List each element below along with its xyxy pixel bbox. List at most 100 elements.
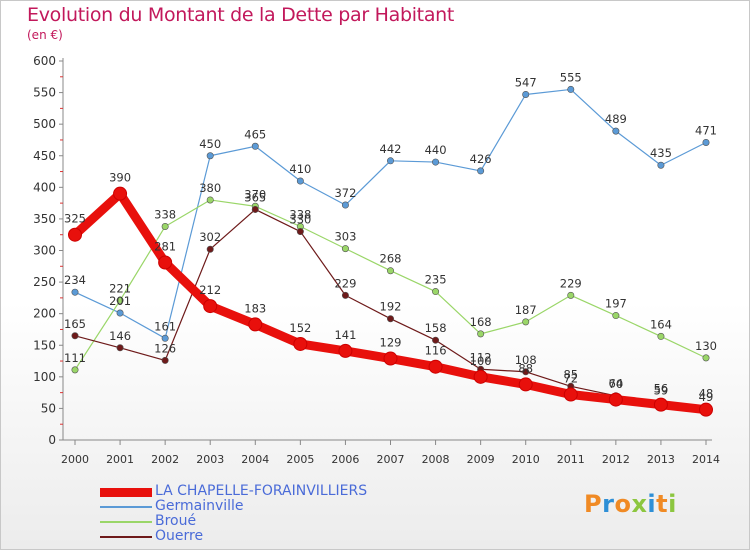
data-label: 268 (380, 252, 402, 266)
data-label: 302 (199, 230, 221, 244)
data-label: 410 (289, 162, 311, 176)
data-point (383, 351, 398, 366)
y-tick-label: 100 (33, 370, 56, 384)
data-label: 442 (380, 142, 402, 156)
data-point (702, 354, 710, 362)
data-label: 380 (199, 181, 221, 195)
data-label: 164 (650, 317, 672, 331)
data-label: 158 (425, 321, 447, 335)
data-point (522, 90, 530, 98)
data-label: 129 (380, 336, 402, 350)
x-tick-label: 2007 (377, 453, 405, 466)
y-tick-label: 150 (33, 338, 56, 352)
data-point (522, 318, 530, 326)
data-label: 235 (425, 273, 447, 287)
data-label: 303 (334, 230, 356, 244)
data-label: 165 (64, 317, 86, 331)
data-point (161, 356, 169, 364)
data-point (386, 315, 394, 323)
data-point (477, 167, 485, 175)
data-label: 555 (560, 70, 582, 84)
y-tick-label: 600 (33, 54, 56, 68)
data-point (699, 402, 713, 417)
data-point (341, 291, 349, 299)
data-label: 201 (109, 294, 131, 308)
y-tick-label: 250 (33, 275, 56, 289)
y-tick-label: 0 (48, 433, 56, 447)
logo-letter: P (584, 490, 603, 518)
data-label: 325 (64, 212, 86, 226)
data-point (567, 85, 575, 93)
x-tick-label: 2009 (467, 453, 495, 466)
data-point (296, 228, 304, 236)
legend-label: Broué (155, 513, 197, 529)
data-point (296, 177, 304, 185)
chart-title: Evolution du Montant de la Dette par Hab… (27, 4, 455, 26)
chart-axes: 0 50 100 150 200 250 300 350 400 450 500 550 600 2000… (33, 54, 720, 466)
data-point (293, 336, 308, 351)
y-tick-label: 300 (33, 244, 56, 258)
data-point (338, 343, 353, 358)
data-label: 88 (518, 361, 533, 375)
data-point (432, 288, 440, 296)
data-label: 64 (609, 377, 624, 391)
data-label: 116 (425, 344, 447, 358)
data-point (251, 205, 259, 213)
data-label: 192 (380, 300, 402, 314)
data-point (116, 344, 124, 352)
data-label: 126 (154, 341, 176, 355)
data-label: 112 (470, 350, 492, 364)
series-layer (68, 85, 713, 417)
data-label: 489 (605, 112, 627, 126)
data-point (71, 288, 79, 296)
data-point (68, 227, 82, 242)
data-label: 72 (563, 372, 578, 386)
y-tick-label: 50 (41, 401, 56, 415)
y-tick-label: 550 (33, 86, 56, 100)
data-point (248, 317, 263, 332)
data-point (161, 334, 169, 342)
logo-letter: r (602, 490, 615, 518)
data-label: 152 (289, 321, 311, 335)
data-point (206, 196, 214, 204)
x-tick-label: 2008 (422, 453, 450, 466)
data-point (563, 387, 578, 402)
data-point (386, 157, 394, 165)
legend-label: LA CHAPELLE-FORAINVILLIERS (155, 483, 368, 499)
data-label: 141 (334, 328, 356, 342)
legend-label: Germainville (155, 498, 244, 514)
data-label: 146 (109, 329, 131, 343)
data-label: 197 (605, 297, 627, 311)
data-label: 435 (650, 146, 672, 160)
data-label: 338 (289, 207, 311, 221)
x-tick-label: 2001 (106, 453, 134, 466)
data-point (432, 158, 440, 166)
data-point (206, 152, 214, 160)
data-point (432, 336, 440, 344)
chart-subtitle: (en €) (27, 28, 63, 42)
series-brou- (71, 196, 710, 374)
data-point (251, 142, 259, 150)
data-label: 390 (109, 171, 131, 185)
y-tick-label: 400 (33, 180, 56, 194)
data-label: 281 (154, 240, 176, 254)
data-label: 48 (699, 387, 714, 401)
logo-letter: o (614, 490, 632, 518)
legend-swatch (100, 536, 152, 538)
data-point (612, 127, 620, 135)
series-la-chapelle-forainvilliers (68, 186, 713, 417)
data-label: 365 (244, 190, 266, 204)
data-point (161, 222, 169, 230)
data-label: 108 (515, 353, 537, 367)
logo-letter: x (631, 490, 648, 518)
legend-label: Ouerre (155, 528, 204, 544)
x-tick-label: 2013 (647, 453, 675, 466)
data-label: 130 (695, 339, 717, 353)
x-tick-label: 2004 (241, 453, 269, 466)
data-label: 161 (154, 319, 176, 333)
data-label: 56 (654, 382, 669, 396)
data-label: 59 (654, 384, 669, 398)
data-label: 168 (470, 315, 492, 329)
logo-letter: i (647, 490, 657, 518)
